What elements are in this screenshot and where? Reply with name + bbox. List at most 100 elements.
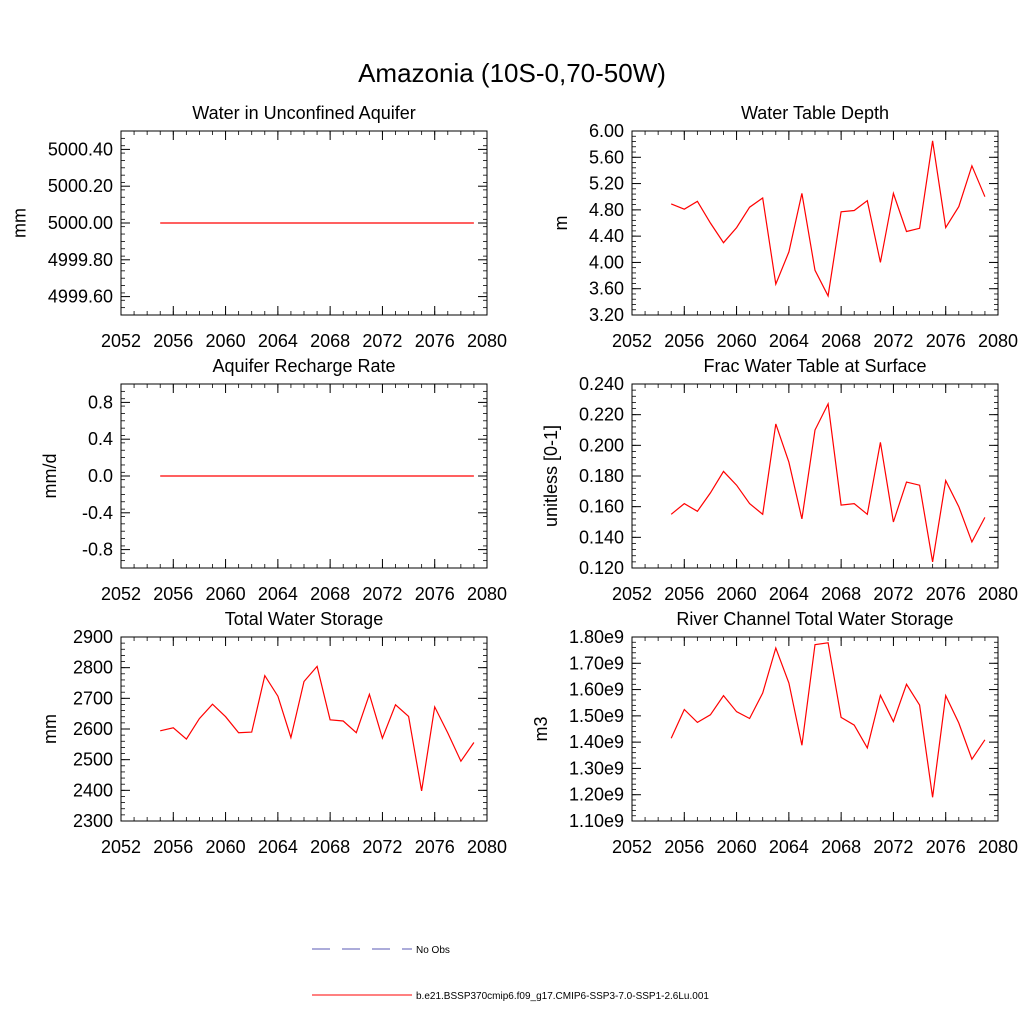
panel-1: 2052 2056 2060 2064 2068 2072 2076 2080 4999.60 4… xyxy=(10,103,507,351)
x-tick-label: 2056 xyxy=(153,837,193,857)
x-tick-label: 2076 xyxy=(926,837,966,857)
plot-frame xyxy=(631,383,999,569)
x-tick-label: 2064 xyxy=(769,584,809,604)
plot-frame xyxy=(631,636,999,822)
y-tick-label: 0.140 xyxy=(579,527,624,547)
x-tick-label: 2072 xyxy=(362,584,402,604)
x-tick-label: 2068 xyxy=(310,331,350,351)
x-tick-label: 2056 xyxy=(664,331,704,351)
x-tick-label: 2052 xyxy=(101,331,141,351)
panel-5: 2052 2056 2060 2064 2068 2072 2076 2080 2300 2400… xyxy=(40,609,507,857)
series-line xyxy=(160,665,475,792)
y-tick-label: 3.60 xyxy=(589,279,624,299)
x-tick-label: 2052 xyxy=(612,584,652,604)
panel-2: 2052 2056 2060 2064 2068 2072 2076 2080 3.20 3.60… xyxy=(551,103,1018,351)
plot-frame xyxy=(120,636,488,822)
x-tick-label: 2072 xyxy=(873,331,913,351)
y-tick-label: 3.20 xyxy=(589,305,624,325)
y-tick-label: 0.0 xyxy=(88,466,113,486)
y-tick-label: 2700 xyxy=(73,688,113,708)
x-tick-label: 2080 xyxy=(978,584,1018,604)
series-line xyxy=(670,642,986,798)
panel-4: 2052 2056 2060 2064 2068 2072 2076 2080 0.120 0.1… xyxy=(541,356,1018,604)
y-tick-label: 0.180 xyxy=(579,466,624,486)
y-tick-label: 2400 xyxy=(73,780,113,800)
panel-title: Aquifer Recharge Rate xyxy=(212,356,395,376)
y-tick-label: 2800 xyxy=(73,658,113,678)
panel-title: Water Table Depth xyxy=(741,103,889,123)
x-tick-label: 2064 xyxy=(769,837,809,857)
x-tick-label: 2056 xyxy=(153,584,193,604)
panel-title: Frac Water Table at Surface xyxy=(703,356,926,376)
panel-title: Water in Unconfined Aquifer xyxy=(192,103,415,123)
y-tick-label: 5000.40 xyxy=(48,139,113,159)
y-tick-label: 1.80e9 xyxy=(569,627,624,647)
y-tick-label: -0.8 xyxy=(82,540,113,560)
y-tick-label: 2500 xyxy=(73,750,113,770)
x-tick-label: 2068 xyxy=(821,331,861,351)
x-tick-label: 2060 xyxy=(717,331,757,351)
x-tick-label: 2068 xyxy=(310,837,350,857)
x-tick-label: 2056 xyxy=(664,837,704,857)
x-tick-label: 2064 xyxy=(769,331,809,351)
series-line xyxy=(670,140,986,298)
y-tick-label: 1.50e9 xyxy=(569,706,624,726)
x-tick-label: 2072 xyxy=(873,837,913,857)
y-tick-label: 1.40e9 xyxy=(569,732,624,752)
y-axis-label: mm xyxy=(10,208,30,238)
panels: 2052 2056 2060 2064 2068 2072 2076 2080 4999.60 4… xyxy=(10,103,1018,857)
panel-3: 2052 2056 2060 2064 2068 2072 2076 2080 -0.8 -0.4… xyxy=(40,356,507,604)
x-tick-label: 2052 xyxy=(612,331,652,351)
y-tick-label: 2600 xyxy=(73,719,113,739)
y-tick-label: 5.20 xyxy=(589,174,624,194)
y-tick-label: 4.00 xyxy=(589,252,624,272)
x-tick-label: 2064 xyxy=(258,584,298,604)
y-tick-label: 5000.00 xyxy=(48,213,113,233)
legend-label-no-obs: No Obs xyxy=(416,945,450,956)
x-tick-label: 2072 xyxy=(362,837,402,857)
x-tick-label: 2060 xyxy=(206,584,246,604)
y-tick-label: -0.4 xyxy=(82,503,113,523)
y-tick-label: 0.160 xyxy=(579,497,624,517)
y-axis-label: mm/d xyxy=(40,454,60,499)
x-tick-label: 2052 xyxy=(612,837,652,857)
x-tick-label: 2076 xyxy=(415,837,455,857)
figure-title: Amazonia (10S-0,70-50W) xyxy=(358,58,666,88)
y-tick-label: 0.4 xyxy=(88,429,113,449)
x-tick-label: 2060 xyxy=(206,837,246,857)
y-tick-label: 4.80 xyxy=(589,200,624,220)
x-tick-label: 2076 xyxy=(415,584,455,604)
x-tick-label: 2068 xyxy=(310,584,350,604)
panel-6: 2052 2056 2060 2064 2068 2072 2076 2080 1.10e9 1.… xyxy=(531,609,1018,857)
x-tick-label: 2076 xyxy=(415,331,455,351)
x-tick-label: 2076 xyxy=(926,584,966,604)
x-tick-label: 2064 xyxy=(258,837,298,857)
y-tick-label: 1.20e9 xyxy=(569,785,624,805)
y-axis-label: m3 xyxy=(531,716,551,741)
x-tick-label: 2060 xyxy=(717,584,757,604)
x-tick-label: 2072 xyxy=(362,331,402,351)
x-tick-label: 2068 xyxy=(821,837,861,857)
plot-frame xyxy=(631,130,999,316)
x-tick-label: 2052 xyxy=(101,837,141,857)
legend-label-model: b.e21.BSSP370cmip6.f09_g17.CMIP6-SSP3-7.… xyxy=(416,991,709,1002)
x-tick-label: 2072 xyxy=(873,584,913,604)
x-tick-label: 2076 xyxy=(926,331,966,351)
x-tick-label: 2052 xyxy=(101,584,141,604)
x-tick-label: 2064 xyxy=(258,331,298,351)
panel-title: River Channel Total Water Storage xyxy=(676,609,953,629)
x-tick-label: 2080 xyxy=(467,331,507,351)
x-tick-label: 2080 xyxy=(467,837,507,857)
y-tick-label: 0.120 xyxy=(579,558,624,578)
x-tick-label: 2080 xyxy=(978,837,1018,857)
y-tick-label: 1.30e9 xyxy=(569,758,624,778)
y-tick-label: 1.60e9 xyxy=(569,680,624,700)
y-tick-label: 1.10e9 xyxy=(569,811,624,831)
y-tick-label: 0.200 xyxy=(579,435,624,455)
y-tick-label: 1.70e9 xyxy=(569,653,624,673)
x-tick-label: 2080 xyxy=(978,331,1018,351)
x-tick-label: 2080 xyxy=(467,584,507,604)
y-tick-label: 4999.80 xyxy=(48,250,113,270)
series-line xyxy=(670,401,986,563)
